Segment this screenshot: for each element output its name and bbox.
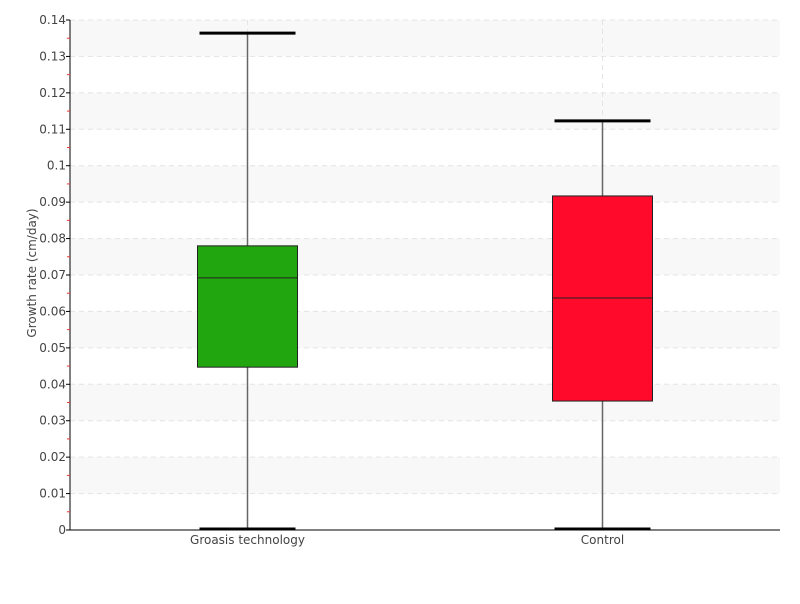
y-tick-label: 0.03 [39,414,66,428]
grid-band [70,311,780,348]
box-1 [552,195,653,402]
grid-band [70,384,780,421]
y-tick-label: 0.05 [39,341,66,355]
y-tick-label: 0.07 [39,268,66,282]
boxes [197,31,653,531]
x-tick-label: Control [581,533,624,547]
y-tick-label: 0.02 [39,450,66,464]
y-tick-label: 0.08 [39,232,66,246]
y-tick-label: 0.12 [39,86,66,100]
grid-bands [70,20,780,494]
grid-band [70,457,780,494]
box-0 [197,245,298,368]
y-tick-label: 0.04 [39,377,66,391]
y-tick-label: 0.13 [39,49,66,63]
grid-band [70,20,780,57]
axes: 0 0.01 0.02 0.03 0.04 0.05 0.06 0.07 0.08 0.09 0.1… [39,13,780,547]
y-tick-label: 0.11 [39,122,66,136]
grid-band [70,92,780,130]
y-tick-label: 0.01 [39,487,66,501]
y-tick-label: 0.06 [39,304,66,318]
grid-band [70,165,780,203]
y-axis-label: Growth rate (cm/day) [25,208,39,337]
y-tick-label: 0.09 [39,195,66,209]
y-tick-label: 0 [58,523,66,537]
grid-band [70,238,780,275]
y-tick-label: 0.1 [47,159,66,173]
x-tick-label: Groasis technology [190,533,305,547]
y-tick-label: 0.14 [39,13,66,27]
